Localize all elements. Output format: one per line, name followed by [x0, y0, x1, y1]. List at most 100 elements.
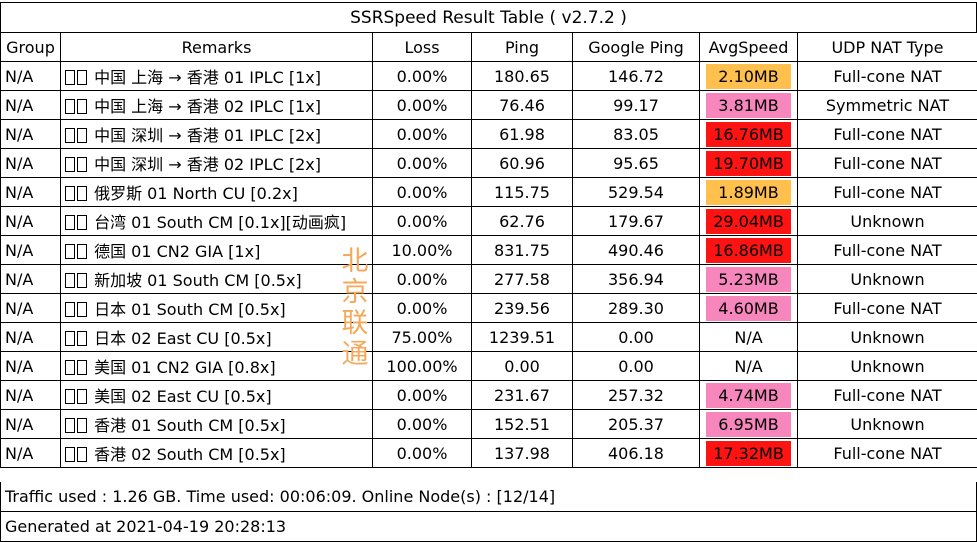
cell-ping: 62.76	[472, 207, 573, 236]
cell-group: N/A	[1, 120, 61, 149]
cell-loss: 10.00%	[373, 236, 472, 265]
cell-loss: 100.00%	[373, 352, 472, 381]
cell-avg-speed: 1.89MB	[700, 178, 798, 207]
cell-avg-speed: 16.86MB	[700, 236, 798, 265]
cell-avg-speed: 3.81MB	[700, 91, 798, 120]
cell-ping: 831.75	[472, 236, 573, 265]
cell-loss: 0.00%	[373, 207, 472, 236]
flag-placeholder-icon	[65, 302, 75, 317]
flag-placeholder-icon	[65, 389, 75, 404]
flag-placeholder-icon	[77, 418, 87, 433]
cell-avg-speed: N/A	[700, 352, 798, 381]
cell-remarks: 中国 深圳 → 香港 01 IPLC [2x]	[61, 120, 373, 149]
cell-group: N/A	[1, 323, 61, 352]
speed-value: 17.32MB	[706, 441, 791, 466]
cell-ping: 231.67	[472, 381, 573, 410]
speed-value: 16.76MB	[706, 122, 791, 147]
flag-placeholder-icon	[77, 447, 87, 462]
cell-ping: 137.98	[472, 439, 573, 468]
remarks-text: 德国 01 CN2 GIA [1x]	[94, 242, 260, 261]
flag-placeholder-icon	[65, 447, 75, 462]
cell-udp-nat-type: Unknown	[798, 207, 977, 236]
flag-placeholder-icon	[77, 99, 87, 114]
cell-group: N/A	[1, 381, 61, 410]
cell-udp-nat-type: Unknown	[798, 323, 977, 352]
cell-ping: 76.46	[472, 91, 573, 120]
speed-value: 3.81MB	[706, 93, 791, 118]
flag-placeholder-icon	[65, 244, 75, 259]
cell-google-ping: 99.17	[573, 91, 700, 120]
flag-placeholder-icon	[77, 331, 87, 346]
cell-google-ping: 146.72	[573, 62, 700, 91]
cell-group: N/A	[1, 439, 61, 468]
speed-value: 4.60MB	[706, 296, 791, 321]
flag-placeholder-icon	[65, 331, 75, 346]
remarks-text: 日本 01 South CM [0.5x]	[94, 300, 286, 319]
column-header-avg-speed: AvgSpeed	[700, 33, 798, 62]
speed-value: 6.95MB	[706, 412, 791, 437]
cell-google-ping: 289.30	[573, 294, 700, 323]
flag-placeholder-icon	[65, 128, 75, 143]
cell-udp-nat-type: Full-cone NAT	[798, 294, 977, 323]
header-row: Group Remarks Loss Ping Google Ping AvgS…	[1, 33, 977, 62]
column-header-udp-nat-type: UDP NAT Type	[798, 33, 977, 62]
cell-google-ping: 205.37	[573, 410, 700, 439]
flag-placeholder-icon	[77, 360, 87, 375]
flag-placeholder-icon	[77, 273, 87, 288]
remarks-text: 香港 02 South CM [0.5x]	[94, 445, 286, 464]
cell-loss: 0.00%	[373, 120, 472, 149]
cell-loss: 0.00%	[373, 265, 472, 294]
speed-value: 1.89MB	[706, 180, 791, 205]
flag-placeholder-icon	[65, 418, 75, 433]
cell-google-ping: 356.94	[573, 265, 700, 294]
traffic-summary: Traffic used : 1.26 GB. Time used: 00:06…	[0, 482, 977, 512]
cell-loss: 0.00%	[373, 410, 472, 439]
remarks-text: 美国 02 East CU [0.5x]	[94, 387, 272, 406]
cell-avg-speed: 2.10MB	[700, 62, 798, 91]
cell-google-ping: 490.46	[573, 236, 700, 265]
remarks-text: 中国 深圳 → 香港 02 IPLC [2x]	[94, 155, 321, 174]
flag-placeholder-icon	[77, 244, 87, 259]
speed-value: 29.04MB	[706, 209, 791, 234]
flag-placeholder-icon	[65, 70, 75, 85]
speed-value: 19.70MB	[706, 151, 791, 176]
flag-placeholder-icon	[77, 70, 87, 85]
speed-value: N/A	[706, 354, 791, 379]
cell-remarks: 俄罗斯 01 North CU [0.2x]	[61, 178, 373, 207]
cell-loss: 0.00%	[373, 294, 472, 323]
cell-remarks: 美国 02 East CU [0.5x]	[61, 381, 373, 410]
cell-remarks: 日本 02 East CU [0.5x]	[61, 323, 373, 352]
column-header-group: Group	[1, 33, 61, 62]
cell-group: N/A	[1, 352, 61, 381]
table-title: SSRSpeed Result Table ( v2.7.2 )	[0, 2, 977, 32]
cell-udp-nat-type: Full-cone NAT	[798, 178, 977, 207]
remarks-text: 新加坡 01 South CM [0.5x]	[94, 271, 302, 290]
column-header-ping: Ping	[472, 33, 573, 62]
cell-google-ping: 529.54	[573, 178, 700, 207]
cell-group: N/A	[1, 178, 61, 207]
cell-loss: 0.00%	[373, 439, 472, 468]
cell-avg-speed: 6.95MB	[700, 410, 798, 439]
flag-placeholder-icon	[65, 99, 75, 114]
cell-ping: 60.96	[472, 149, 573, 178]
cell-avg-speed: 4.74MB	[700, 381, 798, 410]
cell-avg-speed: N/A	[700, 323, 798, 352]
flag-placeholder-icon	[77, 389, 87, 404]
cell-udp-nat-type: Full-cone NAT	[798, 439, 977, 468]
cell-group: N/A	[1, 62, 61, 91]
cell-loss: 0.00%	[373, 178, 472, 207]
cell-ping: 1239.51	[472, 323, 573, 352]
flag-placeholder-icon	[65, 186, 75, 201]
cell-remarks: 美国 01 CN2 GIA [0.8x]	[61, 352, 373, 381]
remarks-text: 台湾 01 South CM [0.1x][动画疯]	[94, 213, 346, 232]
flag-placeholder-icon	[65, 273, 75, 288]
remarks-text: 中国 上海 → 香港 02 IPLC [1x]	[94, 97, 321, 116]
column-header-remarks: Remarks	[61, 33, 373, 62]
cell-group: N/A	[1, 149, 61, 178]
